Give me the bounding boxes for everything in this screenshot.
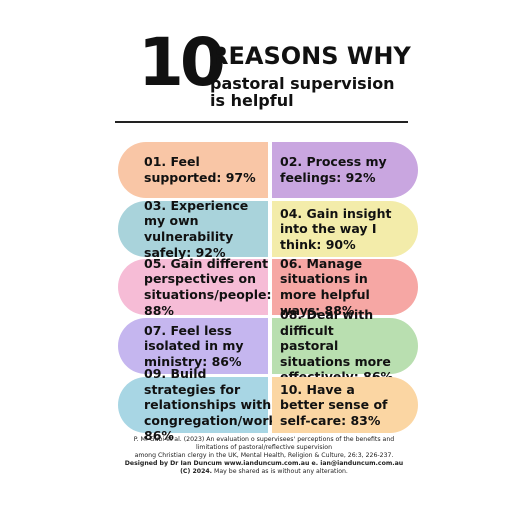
reason-05-text: 05. Gain different perspectives on situa… [144, 255, 272, 318]
reason-06: 06. Manage situations in more helpful wa… [272, 256, 418, 318]
copyright-line: (C) 2024. May be shared as is without an… [104, 468, 424, 476]
credits: P. M. Gubi et al. (2023) An evaluation o… [104, 436, 424, 476]
copyright-year: (C) 2024. [180, 468, 213, 476]
reason-02-text: 02. Process my feelings: 92% [280, 154, 387, 185]
reason-01-text: 01. Feel supported: 97% [144, 154, 256, 185]
reason-08-text: 08. Deal with difficult pastoral situati… [280, 306, 393, 385]
reason-05: 05. Gain different perspectives on situa… [118, 256, 272, 318]
reason-02: 02. Process my feelings: 92% [272, 142, 418, 198]
citation-line-1: P. M. Gubi et al. (2023) An evaluation o… [133, 436, 395, 443]
reason-07-text: 07. Feel less isolated in my ministry: 8… [144, 322, 244, 369]
designer-credit: Designed by Dr Ian Duncum www.ianduncum.… [124, 460, 404, 468]
reason-09-text: 09. Build strategies for relationships w… [144, 365, 282, 444]
title-line-1: REASONS WHY [210, 42, 411, 70]
reason-06-text: 06. Manage situations in more helpful wa… [280, 255, 370, 318]
citation-line-3: among Christian clergy in the UK, Mental… [134, 452, 394, 460]
title-divider [115, 121, 408, 123]
reason-01: 01. Feel supported: 97% [118, 142, 268, 198]
citation-line-2: limitations of pastoral/reflective super… [195, 444, 333, 452]
reason-08: 08. Deal with difficult pastoral situati… [272, 307, 418, 384]
reason-07: 07. Feel less isolated in my ministry: 8… [118, 318, 268, 374]
reason-04-text: 04. Gain insight into the way I think: 9… [280, 205, 392, 252]
title-block: 10 REASONS WHY pastoral supervision is h… [138, 30, 411, 118]
reason-10-text: 10. Have a better sense of self-care: 83… [280, 381, 388, 428]
reason-03: 03. Experience my own vulnerability safe… [118, 198, 268, 260]
reason-04: 04. Gain insight into the way I think: 9… [272, 201, 418, 257]
reason-10: 10. Have a better sense of self-care: 83… [272, 377, 418, 433]
title-line-2: pastoral supervision is helpful [210, 74, 395, 110]
title-line-2-text: pastoral supervision [210, 74, 395, 93]
copyright-text: May be shared as is without any alterati… [212, 468, 348, 476]
reason-03-text: 03. Experience my own vulnerability safe… [144, 197, 249, 260]
title-line-3-text: is helpful [210, 90, 294, 110]
reason-09: 09. Build strategies for relationships w… [118, 366, 282, 443]
big-number: 10 [138, 24, 226, 101]
